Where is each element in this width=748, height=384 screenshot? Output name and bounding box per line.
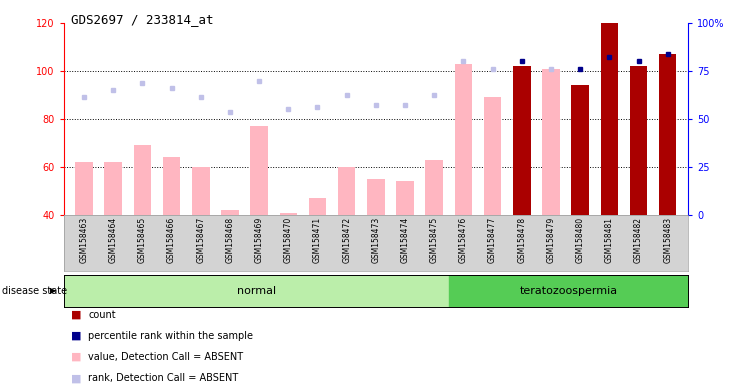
Bar (163, 157, 180, 215)
Text: GSM158479: GSM158479 (547, 217, 556, 263)
Bar (630, 66, 647, 215)
Bar (280, 213, 297, 215)
Bar (134, 146, 151, 215)
Bar (251, 126, 268, 215)
Bar (484, 98, 501, 215)
Text: ■: ■ (71, 310, 82, 320)
Bar (367, 179, 384, 215)
Text: GSM158481: GSM158481 (605, 217, 614, 263)
Bar (64, 275, 449, 307)
Text: GSM158466: GSM158466 (167, 217, 176, 263)
Text: GSM158463: GSM158463 (79, 217, 88, 263)
Bar (449, 275, 688, 307)
Bar (513, 66, 530, 215)
Text: rank, Detection Call = ABSENT: rank, Detection Call = ABSENT (88, 373, 239, 383)
Text: GSM158482: GSM158482 (634, 217, 643, 263)
Text: percentile rank within the sample: percentile rank within the sample (88, 331, 254, 341)
Text: ■: ■ (71, 373, 82, 383)
Text: GSM158480: GSM158480 (576, 217, 585, 263)
Text: GSM158467: GSM158467 (196, 217, 205, 263)
Text: disease state: disease state (2, 286, 67, 296)
Bar (571, 85, 589, 215)
Text: value, Detection Call = ABSENT: value, Detection Call = ABSENT (88, 352, 243, 362)
Bar (192, 167, 209, 215)
Text: teratozoospermia: teratozoospermia (519, 286, 618, 296)
Text: ▶: ▶ (49, 286, 56, 295)
Text: normal: normal (236, 286, 276, 296)
Bar (542, 69, 560, 215)
Text: ■: ■ (71, 331, 82, 341)
Text: GSM158474: GSM158474 (401, 217, 410, 263)
Bar (601, 23, 618, 215)
Bar (455, 64, 472, 215)
Text: GSM158475: GSM158475 (430, 217, 439, 263)
Text: GSM158465: GSM158465 (138, 217, 147, 263)
Bar (396, 181, 414, 215)
Text: GSM158478: GSM158478 (518, 217, 527, 263)
Text: GSM158468: GSM158468 (225, 217, 234, 263)
Bar (105, 162, 122, 215)
Bar (426, 160, 443, 215)
Bar (76, 162, 93, 215)
Text: GSM158476: GSM158476 (459, 217, 468, 263)
Bar (659, 54, 676, 215)
Text: GSM158483: GSM158483 (663, 217, 672, 263)
Text: GSM158477: GSM158477 (488, 217, 497, 263)
Text: GSM158469: GSM158469 (254, 217, 263, 263)
Bar (338, 167, 355, 215)
Text: GSM158471: GSM158471 (313, 217, 322, 263)
Text: GSM158472: GSM158472 (342, 217, 351, 263)
Text: GSM158464: GSM158464 (108, 217, 117, 263)
Bar (221, 210, 239, 215)
Text: GDS2697 / 233814_at: GDS2697 / 233814_at (71, 13, 214, 26)
Text: GSM158473: GSM158473 (371, 217, 381, 263)
Text: ■: ■ (71, 352, 82, 362)
Text: count: count (88, 310, 116, 320)
Text: GSM158470: GSM158470 (283, 217, 292, 263)
Bar (309, 198, 326, 215)
